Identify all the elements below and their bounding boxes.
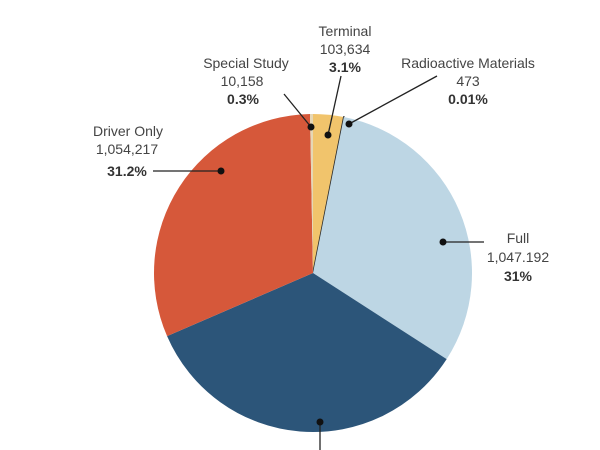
label-special-study-value: 10,158: [221, 73, 264, 89]
label-full-value: 1,047.192: [487, 249, 549, 265]
label-terminal-value: 103,634: [320, 41, 371, 57]
label-radioactive-value: 473: [456, 73, 480, 89]
marker-bottom-slice: [316, 418, 324, 426]
label-driver-only-value: 1,054,217: [96, 141, 158, 157]
leader-radioactive: [348, 75, 438, 125]
pie-slice-radioactive-materials: [312, 116, 345, 274]
label-full-percent: 31%: [504, 268, 533, 284]
label-terminal-percent: 3.1%: [329, 59, 361, 75]
label-full-name: Full: [507, 230, 530, 246]
label-radioactive-name: Radioactive Materials: [401, 55, 535, 71]
marker-radioactive: [345, 120, 353, 128]
pie-slice-full: [313, 117, 472, 360]
label-special-study-percent: 0.3%: [227, 91, 259, 107]
marker-full: [439, 238, 447, 246]
marker-special-study: [307, 123, 315, 131]
pie-slices: [153, 114, 472, 433]
label-driver-only-name: Driver Only: [93, 123, 163, 139]
pie-slice-special-study: [310, 114, 313, 273]
label-driver-only-percent: 31.2%: [107, 163, 147, 179]
label-special-study-name: Special Study: [203, 55, 289, 71]
label-radioactive-percent: 0.01%: [448, 91, 488, 107]
pie-slice-driver-only: [153, 114, 313, 337]
leader-terminal: [327, 75, 342, 136]
pie-slice-unlabeled: [167, 273, 447, 433]
callouts: Special Study 10,158 0.3% Terminal 103,6…: [93, 23, 549, 450]
marker-driver-only: [217, 167, 225, 175]
marker-terminal: [324, 131, 332, 139]
leader-special-study: [283, 93, 312, 128]
label-terminal-name: Terminal: [319, 23, 372, 39]
